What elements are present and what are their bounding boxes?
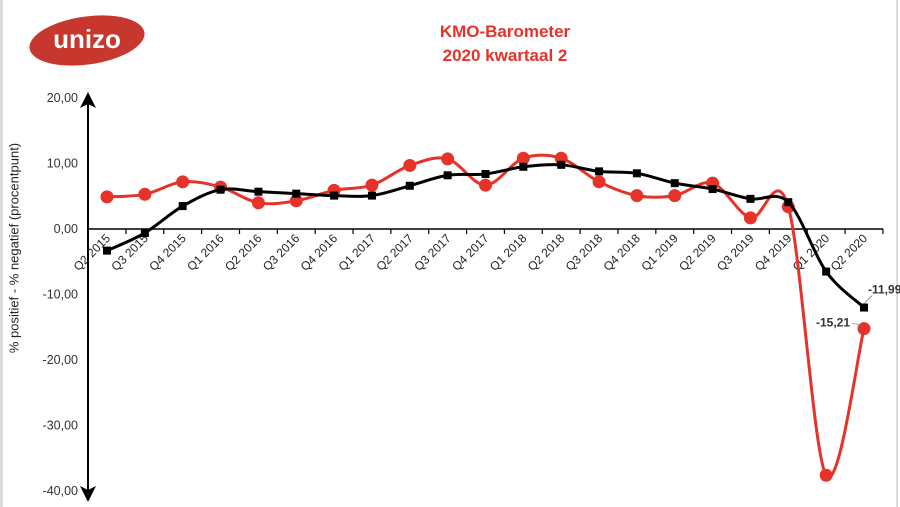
data-point-square [405,181,414,190]
data-point-square [595,167,604,176]
data-point-square [708,185,717,194]
data-point-circle [857,322,871,336]
y-tick-label: -40,00 [43,484,78,498]
data-point-circle [100,190,114,204]
data-label-black-q2-2020: -11,99 [868,283,900,297]
data-point-square [746,194,755,203]
data-point-circle [176,175,190,189]
data-point-square [330,191,339,200]
y-tick-label: -30,00 [43,419,78,433]
y-tick-label: 10,00 [47,157,78,171]
chart-title: KMO-Barometer 2020 kwartaal 2 [380,20,630,68]
data-point-circle [441,152,455,166]
data-point-square [367,191,376,200]
data-point-circle [138,187,152,201]
data-point-square [519,162,528,171]
data-point-circle [403,158,417,172]
title-line-2: 2020 kwartaal 2 [442,46,568,65]
data-point-square [481,169,490,178]
data-point-square [254,187,263,196]
data-point-circle [592,175,606,189]
x-category-label: Q1 2016 [184,231,227,274]
x-category-label: Q3 2018 [563,231,606,274]
data-point-square [178,202,187,211]
x-category-label: Q3 2016 [260,231,303,274]
x-category-label: Q2 2018 [525,231,568,274]
y-tick-label: -10,00 [43,288,78,302]
x-category-label: Q3 2015 [109,231,152,274]
x-category-label: Q2 2020 [828,231,871,274]
data-point-circle [479,178,492,192]
y-tick-label: 20,00 [47,91,78,105]
data-point-square [443,171,452,180]
data-point-square [557,160,566,169]
data-point-square [822,267,831,276]
x-category-label: Q2 2016 [222,231,265,274]
leader-line [851,323,862,326]
data-point-circle [630,189,644,203]
x-category-label: Q1 2018 [487,231,530,274]
data-point-square [103,246,111,255]
x-category-label: Q4 2015 [146,231,189,274]
x-category-label: Q1 2019 [638,231,681,274]
data-point-square [784,198,793,207]
red-series-line [106,153,866,479]
data-point-square [632,169,641,178]
data-point-circle [668,189,682,203]
data-point-square [216,185,225,194]
x-category-label: Q4 2019 [752,231,795,274]
data-point-circle [251,196,265,210]
x-category-label: Q1 2017 [336,231,379,274]
y-tick-label: -20,00 [43,353,78,367]
x-category-label: Q4 2018 [601,231,644,274]
x-category-label: Q4 2016 [298,231,341,274]
data-point-square [140,228,149,237]
data-point-circle [516,151,530,165]
data-point-circle [819,468,833,482]
data-point-circle [365,178,379,192]
unizo-logo: unizo [29,15,145,66]
data-point-square [860,303,868,312]
title-line-1: KMO-Barometer [439,22,571,41]
data-point-circle [743,211,757,225]
data-point-square [292,189,301,198]
x-category-label: Q2 2019 [676,231,719,274]
data-point-square [670,179,679,188]
x-category-label: Q4 2017 [449,231,492,274]
logo-text: unizo [53,24,121,54]
x-category-label: Q3 2017 [411,231,454,274]
y-tick-label: 0,00 [54,222,78,236]
x-category-label: Q3 2019 [714,231,757,274]
data-label-red-q2-2020: -15,21 [816,316,850,330]
leader-line [863,295,873,304]
x-category-label: Q2 2017 [373,231,416,274]
